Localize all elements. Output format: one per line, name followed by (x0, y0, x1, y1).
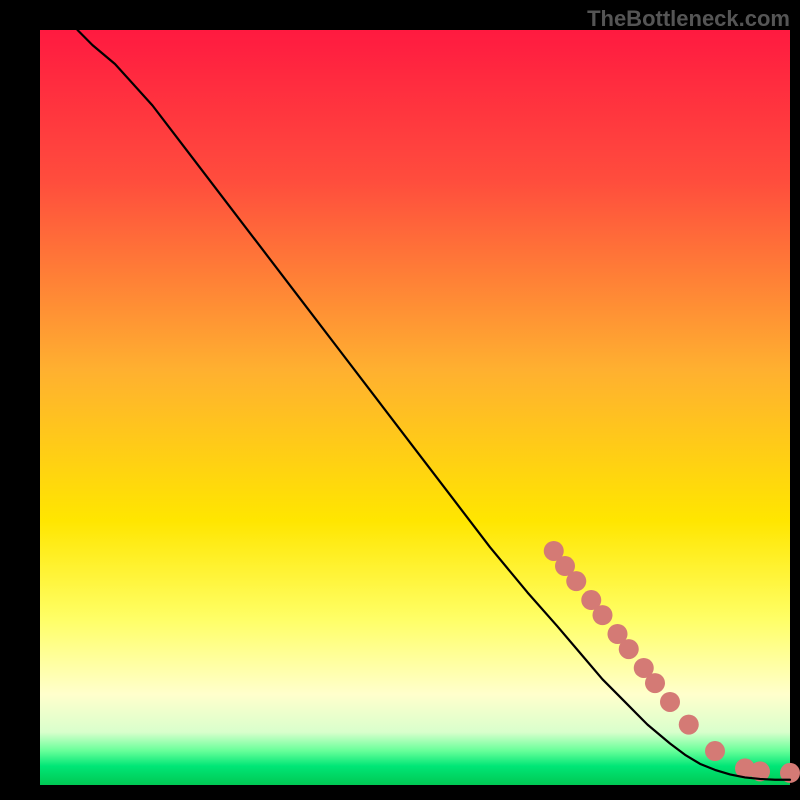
curve-path (78, 30, 791, 780)
chart-marker (593, 605, 613, 625)
chart-marker (566, 571, 586, 591)
markers-group (544, 541, 800, 783)
chart-svg (40, 30, 790, 785)
chart-marker (645, 673, 665, 693)
chart-marker (660, 692, 680, 712)
chart-marker (679, 715, 699, 735)
watermark-text: TheBottleneck.com (587, 6, 790, 32)
chart-plot-region (40, 30, 790, 785)
chart-marker (705, 741, 725, 761)
chart-marker (619, 639, 639, 659)
